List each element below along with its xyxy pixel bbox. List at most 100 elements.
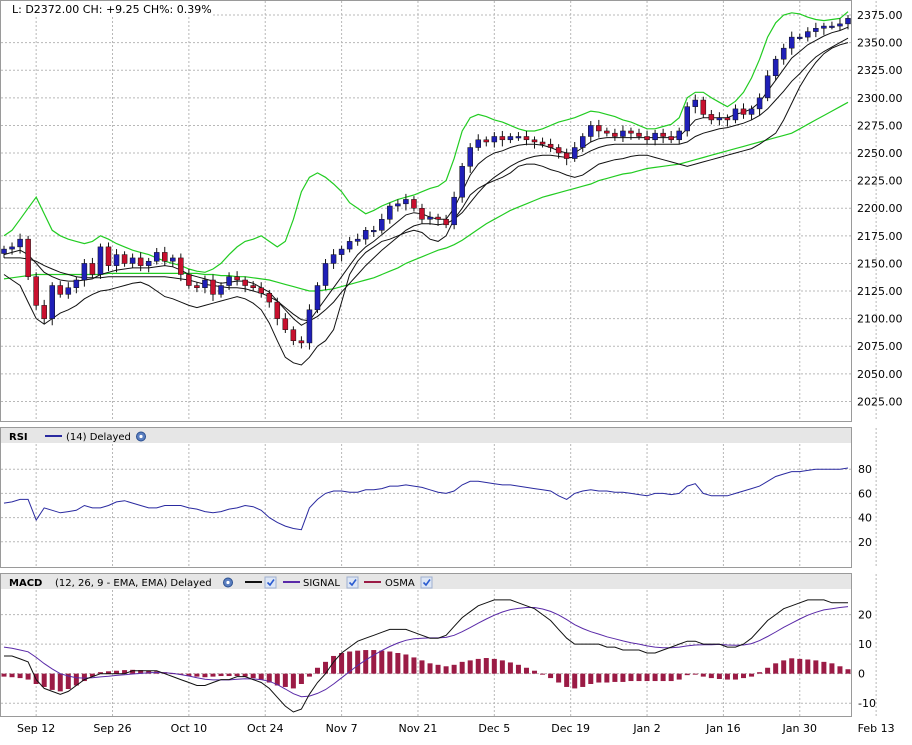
down-candle [483, 139, 490, 143]
price-tick-label: 2150.00 [857, 257, 903, 270]
up-candle [170, 257, 176, 262]
up-candle [588, 125, 594, 137]
rsi-settings-icon[interactable] [136, 431, 146, 442]
up-candle [571, 147, 578, 159]
osma-bar [813, 660, 819, 674]
up-candle [129, 257, 136, 264]
osma-bar [210, 673, 216, 677]
rsi-layer [3, 467, 849, 531]
down-candle [258, 287, 264, 294]
osma-bar [483, 658, 489, 674]
up-candle [17, 238, 23, 248]
price-tick-label: 2300.00 [857, 92, 903, 105]
osma-bar [298, 673, 304, 684]
down-candle [282, 318, 289, 330]
osma-bar [837, 666, 843, 674]
down-candle [105, 246, 112, 266]
signal-label: SIGNAL [303, 578, 340, 589]
down-candle [499, 136, 506, 141]
osma-bar [363, 650, 369, 674]
osma-bar [186, 673, 192, 677]
down-candle [539, 141, 546, 145]
x-tick-label: Sep 12 [17, 722, 55, 735]
osma-bar [202, 673, 208, 678]
down-candle [298, 340, 305, 344]
price-tick-label: 2100.00 [857, 313, 903, 326]
osma-bar [765, 667, 771, 674]
osma-bar [732, 673, 738, 680]
osma-bar [122, 670, 128, 674]
down-candle [121, 254, 128, 264]
price-tick-label: 2225.00 [857, 175, 903, 188]
osma-bar [789, 658, 795, 674]
up-candle [427, 216, 433, 220]
x-tick-label: Oct 24 [247, 722, 284, 735]
osma-bar [138, 670, 144, 674]
osma-bar [499, 660, 505, 674]
osma-bar [323, 661, 329, 674]
osma-bar [290, 673, 296, 689]
down-candle [555, 147, 562, 154]
down-candle [563, 152, 570, 159]
osma-bar [692, 673, 698, 675]
osma-bar [355, 650, 361, 674]
osma-bar [331, 655, 337, 674]
mid-ma-line [4, 37, 849, 322]
macd-check-icon[interactable] [264, 576, 277, 589]
up-candle [322, 263, 329, 286]
down-candle [242, 279, 248, 286]
price-tick-label: 2375.00 [857, 9, 903, 22]
down-candle [660, 132, 666, 137]
osma-bar [419, 660, 425, 674]
up-candle [113, 254, 120, 266]
up-candle [218, 285, 224, 295]
down-candle [531, 139, 538, 143]
down-candle [194, 285, 200, 288]
osma-bar [660, 673, 666, 682]
signal-check-icon[interactable] [346, 576, 359, 589]
osma-bar [411, 657, 417, 674]
rsi-params: (14) Delayed [66, 432, 131, 443]
rsi-header-bar [1, 428, 851, 443]
down-candle [234, 276, 240, 281]
up-candle [387, 205, 393, 220]
osma-check-icon[interactable] [420, 576, 433, 589]
osma-bar [403, 654, 409, 674]
down-candle [33, 276, 39, 306]
osma-bar [781, 660, 787, 674]
down-candle [547, 143, 554, 148]
osma-bar [250, 673, 256, 679]
price-layer [1, 11, 851, 366]
up-candle [780, 47, 787, 60]
osma-bar [564, 673, 570, 687]
up-candle [306, 309, 313, 344]
osma-bar [130, 669, 136, 674]
price-tick-label: 2250.00 [857, 147, 903, 160]
rsi-line [3, 467, 849, 531]
down-candle [740, 108, 747, 115]
up-candle [515, 136, 522, 139]
osma-bar [700, 673, 706, 677]
macd-settings-icon[interactable] [223, 577, 233, 588]
osma-bar [114, 670, 120, 674]
fast-ma-line [3, 26, 849, 326]
osma-bar [371, 650, 377, 674]
up-candle [797, 36, 803, 39]
up-candle [845, 18, 851, 25]
osma-bar [821, 661, 827, 674]
osma-bar [41, 673, 47, 687]
osma-bar [556, 673, 562, 683]
macd-tick-label: -10 [858, 697, 876, 710]
up-candle [684, 106, 690, 132]
up-candle [813, 28, 819, 32]
up-candle [403, 199, 409, 205]
osma-bar [339, 653, 345, 674]
macd-layer [1, 599, 851, 713]
down-candle [724, 117, 731, 121]
osma-bar [620, 673, 626, 682]
rsi-title: RSI [9, 432, 28, 443]
up-candle [716, 117, 723, 121]
osma-bar [427, 663, 433, 674]
